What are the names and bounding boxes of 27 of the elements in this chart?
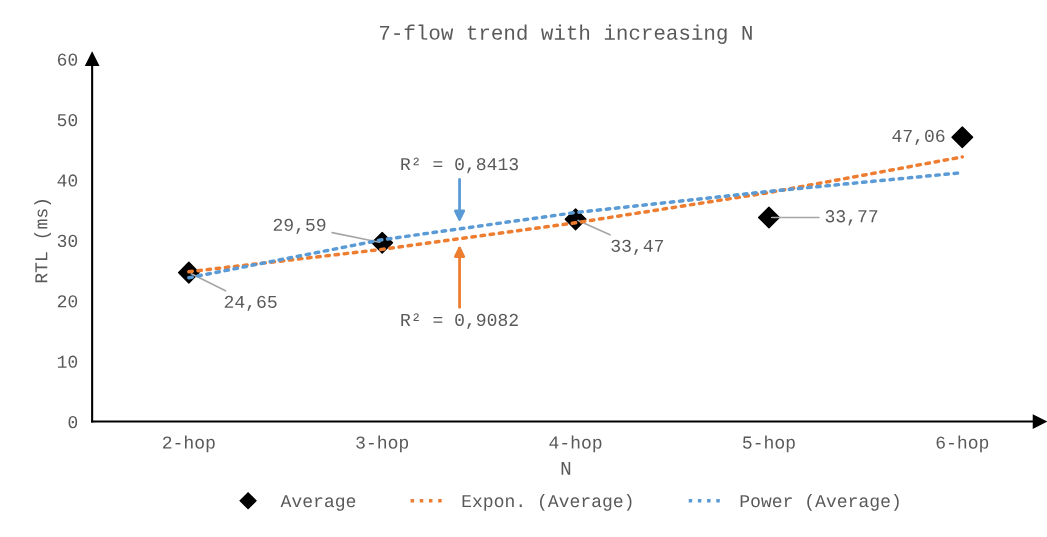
x-tick-label: 5-hop [742,435,795,453]
data-label: 33,47 [611,239,664,255]
annotation: R² = 0,9082 [401,313,518,330]
point [951,126,974,149]
y-tick-label: 10 [57,355,78,368]
x-tick-label: 6-hop [936,435,989,453]
x-axis-title: N [561,461,571,475]
y-tick-label: 30 [57,234,78,248]
y-tick-label: 20 [57,295,78,308]
data-label: 29,59 [273,218,326,234]
y-tick-label: 60 [57,53,78,66]
data-label: 33,77 [825,210,878,226]
x-tick-label: 4-hop [549,435,602,453]
y-axis-title: RTL (ms) [34,200,52,283]
chart-title: 7-flow trend with increasing N [379,24,752,44]
point [757,206,780,229]
annotation: R² = 0,8413 [401,157,518,174]
data-label: 47,06 [892,129,945,146]
x-tick-label: 3-hop [356,435,409,453]
legend-label: Expon. (Average) [462,493,632,511]
y-tick-label: 40 [57,174,78,187]
legend-label: Average [280,495,356,511]
y-tick-label: 50 [57,113,78,127]
data-label: 24,65 [224,295,277,312]
x-tick-label: 2-hop [163,435,215,453]
y-tick-label: 0 [68,416,78,429]
legend-label: Power (Average) [740,493,899,511]
